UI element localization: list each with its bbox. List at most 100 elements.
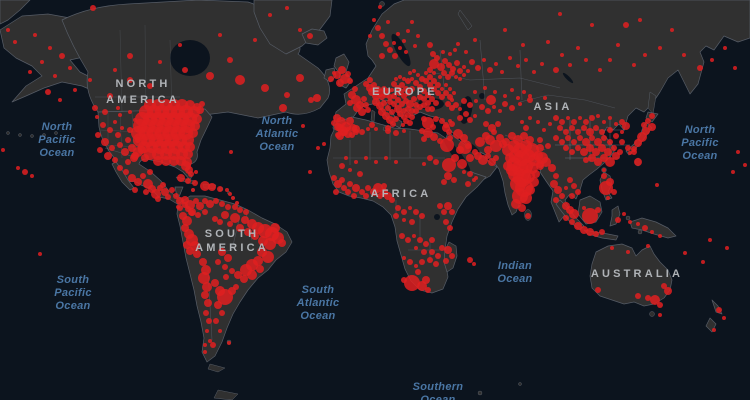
case-dot[interactable] [453, 102, 459, 108]
case-dot[interactable] [236, 224, 244, 232]
case-dot[interactable] [496, 134, 504, 142]
case-dot[interactable] [100, 122, 106, 128]
case-dot[interactable] [445, 74, 451, 80]
case-dot[interactable] [217, 219, 223, 225]
case-dot[interactable] [619, 139, 625, 145]
case-dot[interactable] [346, 117, 354, 125]
case-dot[interactable] [413, 209, 419, 215]
case-dot[interactable] [432, 71, 436, 75]
case-dot[interactable] [374, 160, 378, 164]
case-dot[interactable] [645, 118, 651, 124]
case-dot[interactable] [316, 146, 320, 150]
case-dot[interactable] [563, 145, 569, 151]
case-dot[interactable] [543, 96, 547, 100]
case-dot[interactable] [215, 259, 221, 265]
case-dot[interactable] [371, 82, 377, 88]
case-dot[interactable] [231, 196, 235, 200]
case-dot[interactable] [449, 253, 455, 259]
case-dot[interactable] [212, 216, 218, 222]
case-dot[interactable] [416, 34, 420, 38]
case-dot[interactable] [68, 66, 72, 70]
case-dot[interactable] [393, 213, 399, 219]
case-dot[interactable] [97, 147, 103, 153]
case-dot[interactable] [611, 145, 617, 151]
case-dot[interactable] [153, 156, 163, 166]
case-dot[interactable] [623, 22, 629, 28]
case-dot[interactable] [412, 69, 416, 73]
case-dot[interactable] [235, 201, 239, 205]
case-dot[interactable] [128, 110, 132, 114]
case-dot[interactable] [127, 53, 133, 59]
case-dot[interactable] [188, 208, 196, 216]
case-dot[interactable] [191, 188, 195, 192]
case-dot[interactable] [158, 60, 162, 64]
case-dot[interactable] [485, 153, 491, 159]
case-dot[interactable] [563, 129, 569, 135]
case-dot[interactable] [452, 91, 456, 95]
case-dot[interactable] [566, 116, 570, 120]
case-dot[interactable] [520, 192, 532, 204]
case-dot[interactable] [279, 104, 287, 112]
case-dot[interactable] [340, 128, 348, 136]
case-dot[interactable] [456, 146, 464, 154]
case-dot[interactable] [434, 55, 440, 61]
case-dot[interactable] [608, 116, 612, 120]
case-dot[interactable] [710, 58, 714, 62]
case-dot[interactable] [417, 237, 423, 243]
case-dot[interactable] [542, 128, 546, 132]
case-dot[interactable] [394, 160, 398, 164]
case-dot[interactable] [457, 68, 463, 74]
case-dot[interactable] [417, 84, 423, 90]
case-dot[interactable] [558, 12, 562, 16]
case-dot[interactable] [493, 90, 497, 94]
case-dot[interactable] [421, 249, 427, 255]
case-dot[interactable] [439, 245, 445, 251]
case-dot[interactable] [393, 116, 399, 122]
case-dot[interactable] [227, 57, 233, 63]
case-dot[interactable] [237, 207, 243, 213]
case-dot[interactable] [503, 94, 507, 98]
case-dot[interactable] [95, 132, 101, 138]
case-dot[interactable] [406, 29, 410, 33]
case-dot[interactable] [368, 34, 372, 38]
case-dot[interactable] [381, 100, 387, 106]
case-dot[interactable] [622, 212, 626, 216]
case-dot[interactable] [449, 70, 455, 76]
case-dot[interactable] [202, 209, 208, 215]
case-dot[interactable] [161, 188, 169, 196]
case-dot[interactable] [227, 341, 231, 345]
case-dot[interactable] [381, 183, 387, 189]
case-dot[interactable] [634, 158, 642, 166]
case-dot[interactable] [560, 53, 564, 57]
case-dot[interactable] [183, 241, 191, 249]
case-dot[interactable] [661, 283, 667, 289]
case-dot[interactable] [177, 205, 183, 211]
case-dot[interactable] [608, 58, 612, 62]
case-dot[interactable] [449, 209, 455, 215]
case-dot[interactable] [22, 169, 28, 175]
case-dot[interactable] [229, 150, 233, 154]
case-dot[interactable] [474, 99, 478, 103]
case-dot[interactable] [205, 329, 209, 333]
case-dot[interactable] [384, 156, 388, 160]
case-dot[interactable] [398, 75, 402, 79]
case-dot[interactable] [410, 77, 414, 81]
case-dot[interactable] [199, 101, 205, 107]
case-dot[interactable] [437, 63, 445, 71]
case-dot[interactable] [523, 125, 529, 131]
case-dot[interactable] [401, 123, 405, 127]
case-dot[interactable] [410, 20, 414, 24]
case-dot[interactable] [450, 98, 454, 102]
case-dot[interactable] [443, 90, 449, 96]
case-dot[interactable] [498, 109, 502, 113]
case-dot[interactable] [38, 252, 42, 256]
case-dot[interactable] [595, 287, 601, 293]
case-dot[interactable] [568, 63, 572, 67]
case-dot[interactable] [379, 53, 385, 59]
case-dot[interactable] [722, 316, 726, 320]
case-dot[interactable] [441, 50, 445, 54]
case-dot[interactable] [211, 279, 219, 287]
case-dot[interactable] [494, 62, 498, 66]
case-dot[interactable] [404, 50, 408, 54]
